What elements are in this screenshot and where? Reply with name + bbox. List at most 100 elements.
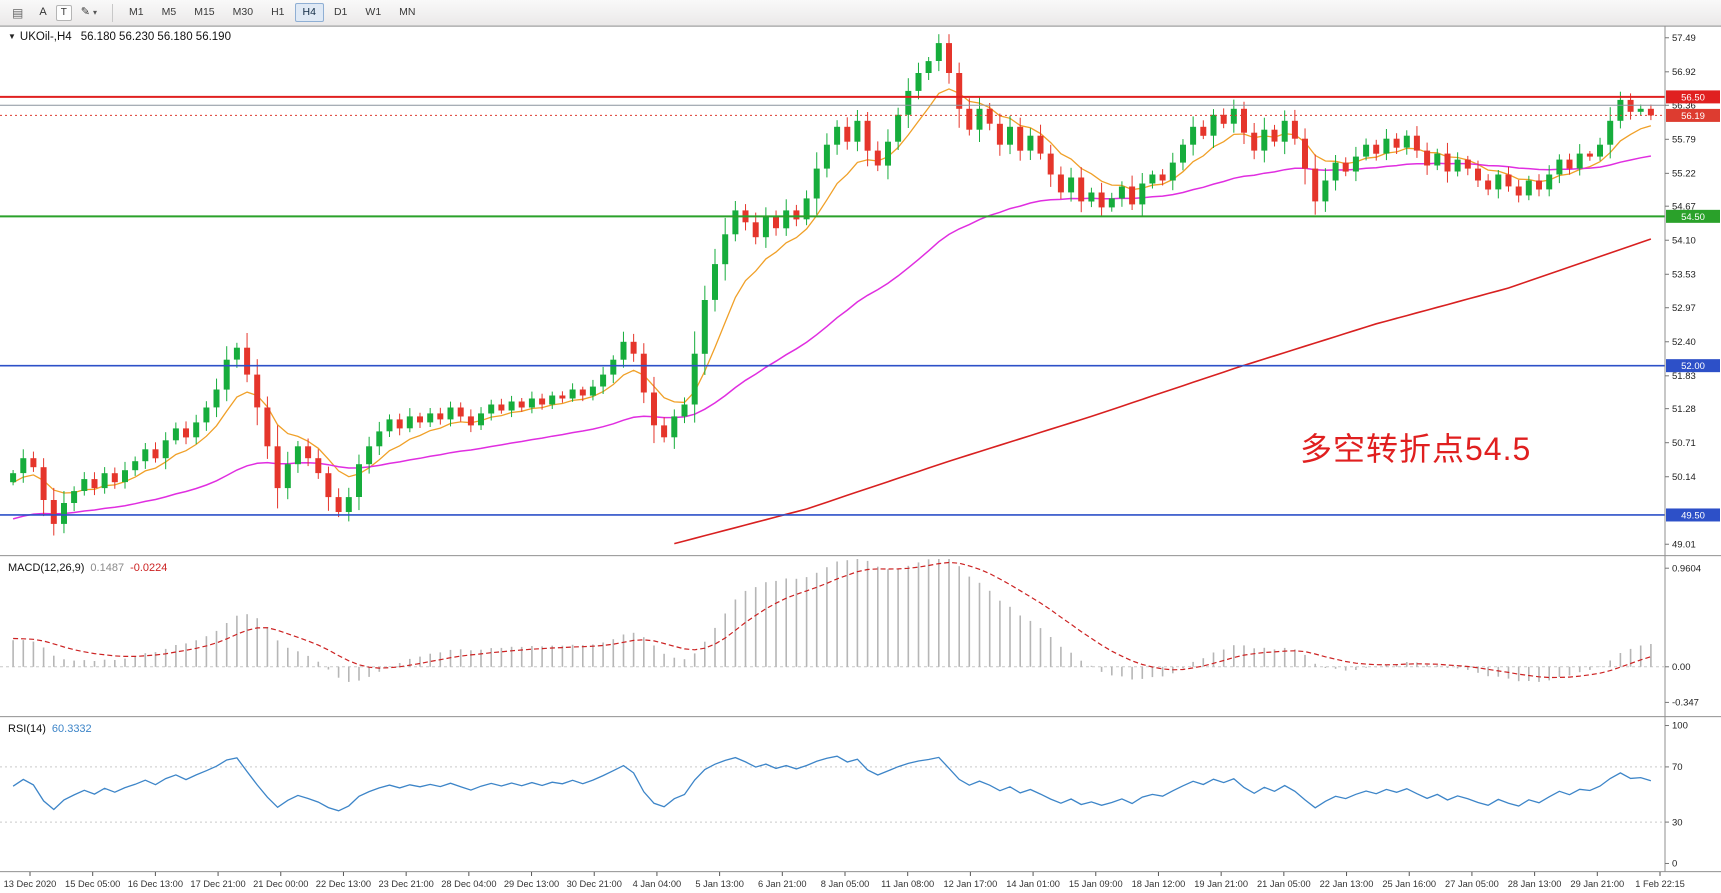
timeframe-button-m5[interactable]: M5 — [161, 6, 177, 19]
candle-body — [457, 407, 464, 417]
candle-body — [681, 404, 688, 417]
candle-body — [488, 404, 495, 414]
candle-body — [437, 413, 444, 420]
candle-body — [1088, 192, 1095, 202]
candle-body — [305, 446, 312, 459]
candle-body — [701, 300, 708, 354]
time-axis-label: 6 Jan 21:00 — [758, 879, 807, 889]
candle-body — [620, 341, 627, 360]
candle-body — [162, 440, 169, 459]
drawing-tool[interactable]: ✎ ▾ — [74, 4, 104, 21]
candle-body — [1180, 144, 1186, 163]
candle-body — [1637, 108, 1644, 112]
timeframe-button-h1[interactable]: H1 — [271, 6, 285, 19]
candle-body — [1241, 108, 1247, 133]
chart-list-icon[interactable]: ▤ — [12, 5, 24, 20]
price-annotation: 多空转折点54.5 — [1300, 431, 1532, 467]
timeframe-button-m1[interactable]: M1 — [129, 6, 144, 19]
price-axis[interactable]: 57.49 56.92 56.36 55.79 55.22 54.67 54.10 53.53… — [1664, 26, 1720, 872]
price-tick-label: 54.67 — [1672, 201, 1696, 212]
price-tick-label: 52.97 — [1672, 303, 1696, 314]
time-axis-label: 5 Jan 13:00 — [695, 879, 744, 889]
candle-body — [1352, 156, 1359, 172]
candle-body — [142, 449, 149, 462]
candle-body — [671, 416, 678, 438]
macd-indicator-label: MACD(12,26,9) 0.1487 -0.0224 — [8, 562, 167, 574]
timeframe-button-w1[interactable]: W1 — [365, 6, 382, 19]
candle-body — [528, 398, 535, 408]
timeframe-button-m15[interactable]: M15 — [194, 6, 215, 19]
candle-body — [864, 120, 871, 151]
macd-name: MACD(12,26,9) — [8, 562, 85, 574]
price-tick-label: 52.40 — [1672, 337, 1696, 348]
candle-body — [376, 431, 383, 447]
candle-body — [111, 473, 118, 483]
price-tick-label: 51.28 — [1672, 404, 1696, 415]
candle-body — [91, 479, 98, 489]
candle-body — [905, 90, 912, 115]
candle-body — [1220, 114, 1227, 124]
candle-body — [356, 464, 362, 497]
candle-body — [834, 126, 841, 145]
candle-body — [793, 210, 800, 220]
candle-body — [366, 446, 373, 465]
candle-body — [1393, 138, 1400, 148]
chart-title: ▼ UKOil-,H4 56.180 56.230 56.180 56.190 — [8, 31, 231, 43]
time-axis-label: 22 Dec 13:00 — [316, 879, 371, 889]
candle-body — [345, 497, 352, 512]
candle-body — [1190, 126, 1197, 145]
price-tick-label: 54.10 — [1672, 235, 1696, 246]
candle-body — [20, 458, 27, 474]
candle-body — [1546, 174, 1553, 190]
candle-body — [1261, 129, 1268, 151]
candle-body — [895, 114, 902, 142]
rsi-tick-label: 70 — [1672, 762, 1683, 773]
macd-panel[interactable]: 0.9604 0.00 -0.347 — [0, 559, 1701, 709]
timeframe-button-m30[interactable]: M30 — [232, 6, 254, 19]
candle-body — [1159, 174, 1166, 181]
candle-body — [946, 43, 952, 73]
candle-body — [813, 168, 820, 199]
candle-body — [640, 353, 647, 393]
price-level-badge — [1666, 90, 1720, 104]
time-axis-label: 29 Dec 13:00 — [504, 879, 559, 889]
price-tick-label: 57.49 — [1672, 33, 1696, 44]
candle-body — [264, 407, 271, 447]
candle-body — [274, 446, 281, 489]
rsi-value: 60.3332 — [51, 723, 92, 735]
symbol-timeframe-label: UKOil-,H4 — [19, 31, 72, 43]
timeframe-button-mn[interactable]: MN — [399, 6, 416, 19]
candle-body — [1210, 114, 1217, 136]
time-axis-label: 18 Jan 12:00 — [1132, 879, 1186, 889]
candle-body — [1047, 153, 1054, 175]
time-axis-label: 16 Dec 13:00 — [128, 879, 183, 889]
rsi-panel[interactable]: 100 70 30 0 — [0, 721, 1688, 870]
ma-fast-line — [12, 88, 1652, 494]
candle-body — [1505, 174, 1512, 187]
main-price-panel[interactable] — [0, 34, 1665, 545]
candle-body — [762, 216, 769, 238]
collapse-triangle-icon[interactable]: ▼ — [8, 32, 16, 41]
candle-body — [1291, 120, 1298, 139]
candle-body — [1607, 120, 1614, 145]
candle-body — [1078, 177, 1085, 202]
textbox-tool[interactable]: T — [55, 4, 72, 21]
candle-body — [569, 389, 576, 399]
price-tick-label: 55.79 — [1672, 134, 1696, 145]
time-axis[interactable]: 13 Dec 2020 15 Dec 05:00 16 Dec 13:00 17 De… — [4, 872, 1685, 889]
candle-body — [508, 401, 515, 411]
time-axis-label: 4 Jan 04:00 — [633, 879, 682, 889]
candle-body — [1312, 168, 1319, 202]
candle-body — [783, 210, 790, 229]
candles-layer — [10, 34, 1654, 536]
candle-body — [61, 503, 67, 524]
candle-body — [1057, 174, 1064, 193]
text-annotation-tool[interactable]: A — [39, 6, 47, 18]
candle-body — [1413, 135, 1420, 151]
candle-body — [966, 108, 973, 130]
timeframe-button-h4[interactable]: H4 — [294, 3, 324, 22]
toolbar-separator — [112, 3, 114, 22]
candle-body — [10, 473, 17, 483]
timeframe-button-d1[interactable]: D1 — [333, 6, 348, 19]
